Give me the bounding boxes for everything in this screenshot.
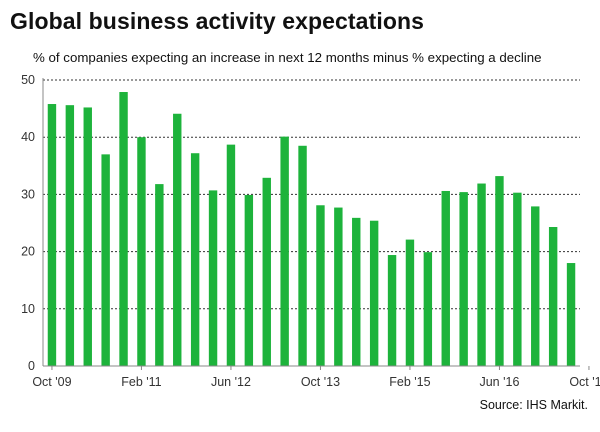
x-tick-label: Oct '13 <box>301 375 340 389</box>
bar <box>459 192 468 366</box>
bar <box>119 92 128 367</box>
bar <box>190 153 200 366</box>
bar <box>387 255 397 366</box>
y-tick-label: 20 <box>21 245 35 259</box>
bar <box>548 227 558 366</box>
x-tick-label: Feb '15 <box>389 375 430 389</box>
source-note: Source: IHS Markit. <box>479 398 588 412</box>
bar <box>173 113 182 366</box>
bar <box>352 217 361 366</box>
x-tick-label: Jun '16 <box>479 375 519 389</box>
x-tick-label: Jun '12 <box>211 375 251 389</box>
axes <box>42 78 590 370</box>
bar <box>47 104 57 367</box>
bar <box>441 190 450 366</box>
chart-title: Global business activity expectations <box>10 8 425 34</box>
bar <box>423 252 433 366</box>
bar <box>101 154 110 366</box>
chart-subtitle: % of companies expecting an increase in … <box>33 50 542 65</box>
bar <box>495 176 504 366</box>
bar <box>155 184 164 366</box>
gridlines <box>43 79 580 310</box>
bars <box>47 92 576 367</box>
bar <box>226 144 236 366</box>
bar <box>83 107 92 367</box>
bar <box>298 145 307 366</box>
bar <box>244 194 254 366</box>
y-tick-label: 30 <box>21 187 35 201</box>
bar <box>65 105 75 366</box>
y-tick-label: 40 <box>21 130 35 144</box>
bar <box>405 239 415 366</box>
bar <box>531 206 540 366</box>
x-tick-label: Oct '17 <box>569 375 600 389</box>
y-tick-label: 50 <box>21 73 35 87</box>
bar <box>477 183 486 366</box>
bar <box>369 220 379 366</box>
bar <box>566 263 576 366</box>
bar <box>262 177 271 366</box>
tick-labels: 0 10 20 30 40 50 Oct '09 Feb '11 Jun '12 Oct '13 F… <box>21 73 600 389</box>
bar <box>137 137 146 366</box>
x-tick-label: Oct '09 <box>32 375 71 389</box>
bar <box>334 207 343 366</box>
y-tick-label: 10 <box>21 302 35 316</box>
y-tick-label: 0 <box>28 359 35 373</box>
bar <box>208 190 218 366</box>
bar <box>316 205 325 366</box>
x-tick-label: Feb '11 <box>121 375 161 389</box>
bar <box>513 192 522 366</box>
bar <box>280 136 289 366</box>
